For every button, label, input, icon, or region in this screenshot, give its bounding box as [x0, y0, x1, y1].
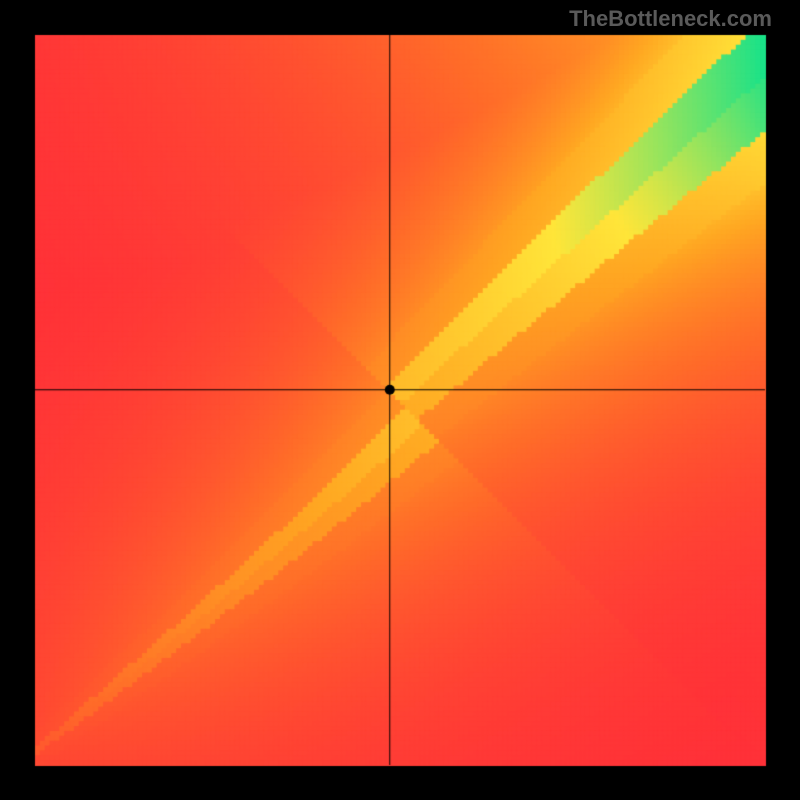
chart-wrap: TheBottleneck.com [0, 0, 800, 800]
bottleneck-heatmap [0, 0, 800, 800]
watermark-text: TheBottleneck.com [569, 6, 772, 32]
